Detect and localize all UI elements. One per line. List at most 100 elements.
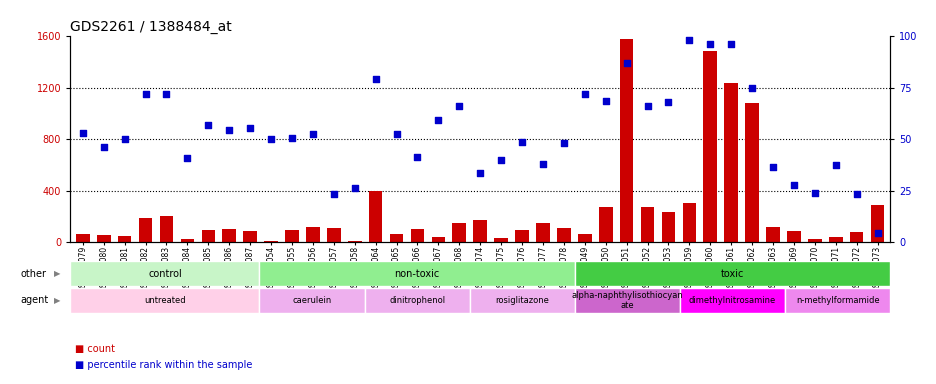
Text: control: control — [148, 268, 182, 279]
Bar — [201, 230, 215, 242]
Point — [807, 190, 822, 196]
Point — [493, 157, 508, 163]
Point — [263, 136, 278, 142]
Bar — [724, 83, 738, 242]
Bar — [431, 237, 445, 242]
Bar — [619, 39, 633, 242]
Point — [744, 85, 759, 91]
Text: agent: agent — [21, 295, 49, 306]
Bar — [681, 204, 695, 242]
Bar — [70, 288, 259, 313]
Point — [577, 91, 592, 97]
Bar — [264, 241, 278, 242]
Text: ▶: ▶ — [54, 269, 61, 278]
Bar — [118, 236, 131, 242]
Text: caerulein: caerulein — [292, 296, 331, 305]
Text: GDS2261 / 1388484_at: GDS2261 / 1388484_at — [70, 20, 232, 34]
Bar — [640, 207, 653, 242]
Text: ■ percentile rank within the sample: ■ percentile rank within the sample — [75, 360, 252, 370]
Point — [368, 76, 383, 82]
Bar — [578, 233, 591, 242]
Point — [388, 131, 403, 137]
Bar — [574, 261, 889, 286]
Point — [305, 131, 320, 137]
Point — [285, 135, 300, 141]
Text: rosiglitazone: rosiglitazone — [495, 296, 548, 305]
Bar — [680, 288, 784, 313]
Point — [639, 103, 654, 109]
Point — [159, 91, 174, 97]
Bar — [285, 230, 299, 242]
Text: toxic: toxic — [720, 268, 743, 279]
Point — [96, 144, 111, 150]
Text: n-methylformamide: n-methylformamide — [795, 296, 879, 305]
Point — [619, 60, 634, 66]
Point — [514, 139, 529, 145]
Bar — [222, 229, 236, 242]
Point — [222, 127, 237, 133]
Point — [138, 91, 153, 97]
Text: dimethylnitrosamine: dimethylnitrosamine — [688, 296, 775, 305]
Point — [200, 122, 215, 128]
Bar — [364, 288, 469, 313]
Point — [347, 185, 362, 191]
Point — [451, 103, 466, 109]
Bar — [347, 241, 361, 242]
Bar — [786, 231, 800, 242]
Bar — [828, 237, 841, 242]
Point — [326, 191, 341, 197]
Text: non-toxic: non-toxic — [394, 268, 439, 279]
Bar — [744, 103, 758, 242]
Point — [765, 164, 780, 170]
Point — [242, 124, 257, 131]
Bar — [70, 261, 259, 286]
Point — [660, 99, 675, 105]
Bar — [306, 227, 319, 242]
Point — [702, 41, 717, 47]
Bar — [259, 288, 364, 313]
Point — [848, 191, 863, 197]
Bar — [515, 230, 528, 242]
Point — [556, 140, 571, 146]
Bar — [661, 212, 675, 242]
Bar — [159, 216, 173, 242]
Point — [534, 161, 549, 167]
Point — [472, 169, 487, 175]
Bar — [389, 233, 402, 242]
Bar — [557, 228, 570, 242]
Point — [785, 182, 800, 189]
Text: alpha-naphthylisothiocyan
ate: alpha-naphthylisothiocyan ate — [571, 291, 682, 310]
Point — [75, 130, 90, 136]
Text: untreated: untreated — [144, 296, 185, 305]
Point — [431, 117, 446, 123]
Bar — [807, 239, 821, 242]
Point — [870, 230, 885, 236]
Bar — [703, 51, 716, 242]
Bar — [598, 207, 612, 242]
Point — [117, 136, 132, 142]
Point — [410, 154, 425, 160]
Bar — [784, 288, 889, 313]
Text: dinitrophenol: dinitrophenol — [388, 296, 445, 305]
Bar — [181, 239, 194, 242]
Point — [827, 162, 842, 168]
Bar — [327, 228, 341, 242]
Bar — [243, 231, 256, 242]
Text: other: other — [21, 268, 47, 279]
Bar — [139, 217, 153, 242]
Bar — [410, 229, 424, 242]
Bar — [574, 288, 680, 313]
Point — [723, 41, 738, 47]
Bar — [259, 261, 574, 286]
Bar — [473, 220, 487, 242]
Bar — [849, 232, 863, 242]
Bar — [469, 288, 574, 313]
Point — [597, 98, 612, 104]
Text: ■ count: ■ count — [75, 344, 115, 354]
Bar — [870, 205, 884, 242]
Bar — [494, 238, 507, 242]
Point — [681, 37, 696, 43]
Bar — [535, 223, 549, 242]
Bar — [76, 234, 90, 242]
Bar — [452, 223, 465, 242]
